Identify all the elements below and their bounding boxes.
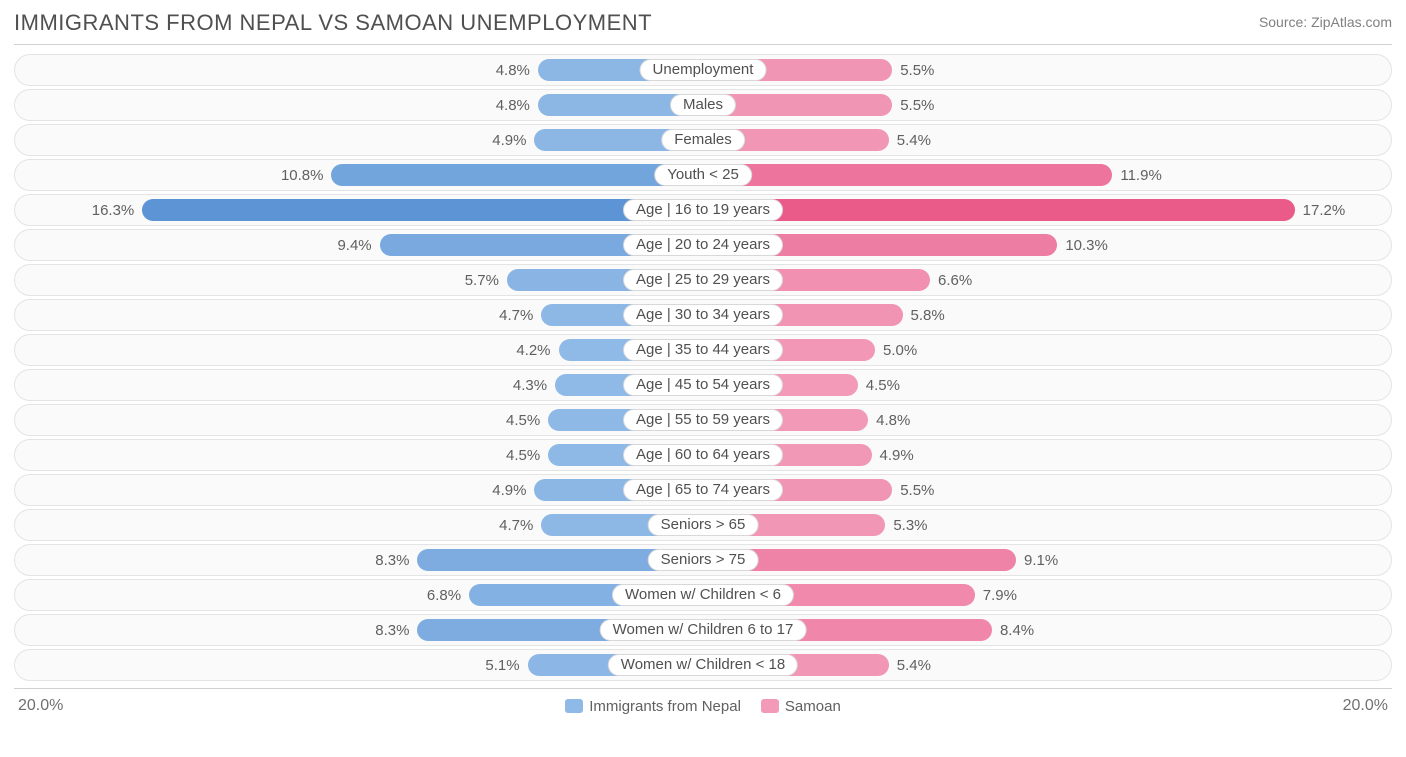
value-right: 11.9%	[1112, 160, 1161, 190]
value-left: 4.8%	[496, 90, 538, 120]
chart-row: 5.1% 5.4% Women w/ Children < 18	[14, 649, 1392, 681]
legend-item-right: Samoan	[761, 698, 841, 715]
row-label: Age | 25 to 29 years	[623, 269, 783, 291]
chart-row: 9.4% 10.3% Age | 20 to 24 years	[14, 229, 1392, 261]
value-left: 4.8%	[496, 55, 538, 85]
value-left: 4.2%	[516, 335, 558, 365]
row-label: Age | 65 to 74 years	[623, 479, 783, 501]
value-right: 5.4%	[889, 650, 931, 680]
chart-container: IMMIGRANTS FROM NEPAL VS SAMOAN UNEMPLOY…	[0, 0, 1406, 757]
chart-row: 4.8% 5.5% Unemployment	[14, 54, 1392, 86]
row-label: Age | 55 to 59 years	[623, 409, 783, 431]
value-left: 6.8%	[427, 580, 469, 610]
value-left: 4.7%	[499, 300, 541, 330]
row-label: Age | 45 to 54 years	[623, 374, 783, 396]
row-label: Age | 20 to 24 years	[623, 234, 783, 256]
bar-right	[703, 164, 1112, 186]
value-left: 4.5%	[506, 440, 548, 470]
chart-area: 4.8% 5.5% Unemployment 4.8% 5.5% Males 4.9% 5.4…	[14, 44, 1392, 689]
value-left: 4.9%	[492, 125, 534, 155]
value-right: 4.9%	[872, 440, 914, 470]
legend: Immigrants from Nepal Samoan	[565, 698, 841, 715]
source-label: Source: ZipAtlas.com	[1259, 10, 1392, 30]
row-label: Males	[670, 94, 736, 116]
value-left: 4.7%	[499, 510, 541, 540]
value-left: 8.3%	[375, 545, 417, 575]
value-right: 4.8%	[868, 405, 910, 435]
value-right: 10.3%	[1057, 230, 1108, 260]
row-label: Age | 16 to 19 years	[623, 199, 783, 221]
value-left: 16.3%	[92, 195, 143, 225]
row-label: Unemployment	[640, 59, 767, 81]
row-label: Age | 35 to 44 years	[623, 339, 783, 361]
value-left: 5.7%	[465, 265, 507, 295]
header: IMMIGRANTS FROM NEPAL VS SAMOAN UNEMPLOY…	[14, 10, 1392, 36]
chart-row: 4.9% 5.4% Females	[14, 124, 1392, 156]
value-left: 8.3%	[375, 615, 417, 645]
row-label: Age | 30 to 34 years	[623, 304, 783, 326]
chart-row: 10.8% 11.9% Youth < 25	[14, 159, 1392, 191]
chart-row: 4.7% 5.3% Seniors > 65	[14, 509, 1392, 541]
chart-row: 4.5% 4.9% Age | 60 to 64 years	[14, 439, 1392, 471]
value-right: 5.8%	[903, 300, 945, 330]
chart-row: 4.2% 5.0% Age | 35 to 44 years	[14, 334, 1392, 366]
value-right: 9.1%	[1016, 545, 1058, 575]
legend-label-right: Samoan	[785, 698, 841, 715]
value-left: 5.1%	[485, 650, 527, 680]
footer: 20.0% Immigrants from Nepal Samoan 20.0%	[14, 689, 1392, 715]
row-label: Women w/ Children 6 to 17	[600, 619, 807, 641]
legend-swatch-right	[761, 699, 779, 713]
value-left: 9.4%	[337, 230, 379, 260]
value-right: 4.5%	[858, 370, 900, 400]
row-label: Seniors > 65	[648, 514, 759, 536]
value-right: 5.4%	[889, 125, 931, 155]
value-right: 5.3%	[885, 510, 927, 540]
row-label: Women w/ Children < 6	[612, 584, 794, 606]
row-label: Women w/ Children < 18	[608, 654, 798, 676]
row-label: Seniors > 75	[648, 549, 759, 571]
value-right: 5.5%	[892, 55, 934, 85]
chart-title: IMMIGRANTS FROM NEPAL VS SAMOAN UNEMPLOY…	[14, 10, 652, 36]
legend-swatch-left	[565, 699, 583, 713]
value-left: 10.8%	[281, 160, 332, 190]
axis-right-max: 20.0%	[1343, 697, 1388, 715]
value-left: 4.5%	[506, 405, 548, 435]
value-right: 6.6%	[930, 265, 972, 295]
chart-row: 16.3% 17.2% Age | 16 to 19 years	[14, 194, 1392, 226]
row-label: Youth < 25	[654, 164, 752, 186]
bar-left	[331, 164, 703, 186]
chart-row: 4.8% 5.5% Males	[14, 89, 1392, 121]
chart-row: 8.3% 9.1% Seniors > 75	[14, 544, 1392, 576]
value-right: 5.5%	[892, 90, 934, 120]
chart-row: 4.7% 5.8% Age | 30 to 34 years	[14, 299, 1392, 331]
value-right: 8.4%	[992, 615, 1034, 645]
value-right: 5.5%	[892, 475, 934, 505]
chart-row: 8.3% 8.4% Women w/ Children 6 to 17	[14, 614, 1392, 646]
chart-row: 6.8% 7.9% Women w/ Children < 6	[14, 579, 1392, 611]
bar-left	[142, 199, 703, 221]
legend-item-left: Immigrants from Nepal	[565, 698, 741, 715]
chart-row: 4.3% 4.5% Age | 45 to 54 years	[14, 369, 1392, 401]
bar-right	[703, 199, 1295, 221]
value-right: 7.9%	[975, 580, 1017, 610]
row-label: Age | 60 to 64 years	[623, 444, 783, 466]
chart-row: 4.9% 5.5% Age | 65 to 74 years	[14, 474, 1392, 506]
value-right: 17.2%	[1295, 195, 1346, 225]
value-left: 4.3%	[513, 370, 555, 400]
value-left: 4.9%	[492, 475, 534, 505]
value-right: 5.0%	[875, 335, 917, 365]
chart-row: 5.7% 6.6% Age | 25 to 29 years	[14, 264, 1392, 296]
legend-label-left: Immigrants from Nepal	[589, 698, 741, 715]
chart-row: 4.5% 4.8% Age | 55 to 59 years	[14, 404, 1392, 436]
row-label: Females	[661, 129, 745, 151]
axis-left-max: 20.0%	[18, 697, 63, 715]
